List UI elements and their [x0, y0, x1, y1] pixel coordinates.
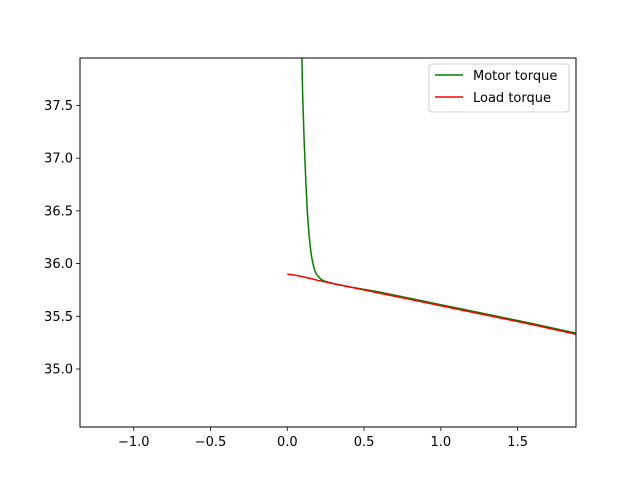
x-tick-label: 0.0 — [277, 435, 298, 450]
legend: Motor torque Load torque — [428, 63, 570, 113]
legend-label-motor-torque: Motor torque — [473, 69, 557, 84]
plot-area — [80, 58, 576, 427]
legend-box — [428, 63, 570, 113]
series-line-load-torque — [287, 273, 576, 335]
axes-frame — [79, 57, 577, 428]
ticks-layer: −1.0 −0.5 0.0 0.5 1.0 1.5 35.0 35.5 36.0 36.5 37.0… — [44, 99, 528, 450]
y-tick-label: 37.5 — [44, 99, 73, 114]
y-tick-label: 37.0 — [44, 152, 73, 167]
x-tick-label: 1.5 — [507, 435, 528, 450]
y-tick-label: 36.5 — [44, 204, 73, 219]
x-tick-label: −0.5 — [195, 435, 227, 450]
x-tick-label: 1.0 — [431, 435, 452, 450]
series-layer — [287, 58, 576, 335]
y-tick-label: 36.0 — [44, 257, 73, 272]
y-tick-label: 35.5 — [44, 310, 73, 325]
y-tick-label: 35.0 — [44, 363, 73, 378]
x-tick-label: −1.0 — [118, 435, 150, 450]
x-tick-label: 0.5 — [354, 435, 375, 450]
legend-label-load-torque: Load torque — [473, 91, 551, 106]
series-line-motor-torque — [301, 58, 576, 334]
